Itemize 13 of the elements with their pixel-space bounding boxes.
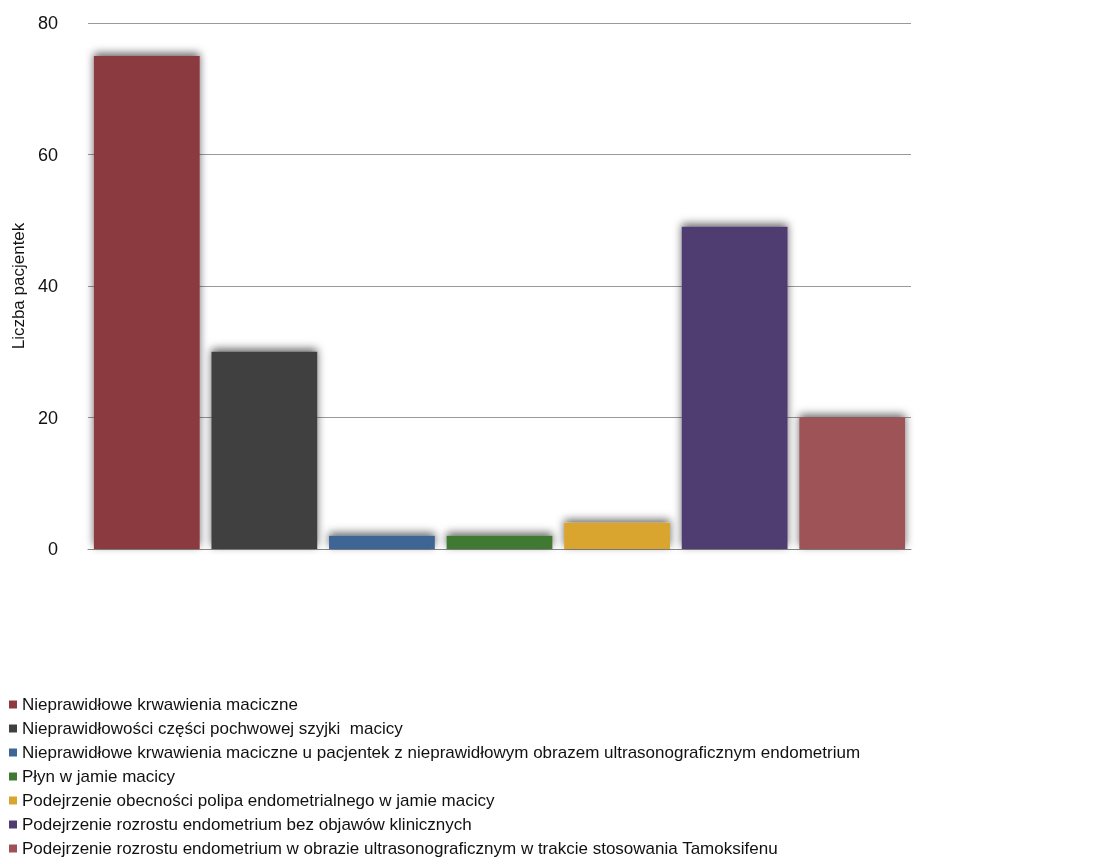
legend-label: Płyn w jamie macicy <box>22 767 176 786</box>
legend-label: Nieprawidłowe krwawienia maciczne u pacjentek z nieprawidłowym obrazem ultrasonograficznym endometrium <box>22 743 861 762</box>
y-tick-label: 40 <box>37 276 58 296</box>
legend-label: Nieprawidłowości części pochwowej szyjki macicy <box>22 719 404 738</box>
y-tick-label: 20 <box>37 407 58 428</box>
legend-label: Nieprawidłowe krwawienia maciczne <box>22 695 298 714</box>
legend-label: Podejrzenie rozrostu endometrium bez objawów klinicznych <box>22 815 472 834</box>
legend-label: Podejrzenie rozrostu endometrium w obrazie ultrasonograficznym w trakcie stosowania Tamoksifenu <box>22 839 778 858</box>
y-tick-label: 80 <box>37 13 58 33</box>
y-tick-label: 0 <box>47 539 58 559</box>
legend-label: Podejrzenie obecności polipa endometrialnego w jamie macicy <box>22 791 495 810</box>
y-axis-title: Liczba pacjentek <box>9 222 29 350</box>
y-tick-label: 60 <box>37 144 58 165</box>
